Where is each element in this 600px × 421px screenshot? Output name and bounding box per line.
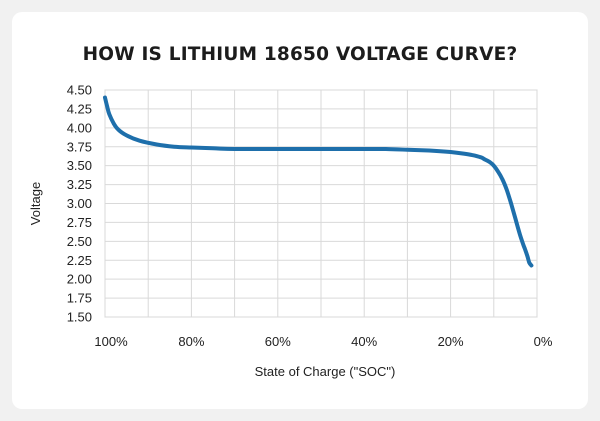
- x-tick-label: 20%: [438, 334, 464, 349]
- x-axis-label: State of Charge ("SOC"): [255, 364, 396, 379]
- x-tick-label: 40%: [351, 334, 377, 349]
- y-tick-label: 1.75: [67, 291, 92, 306]
- y-tick-label: 2.00: [67, 272, 92, 287]
- y-tick-labels: 4.50 4.25 4.00 3.75 3.50 3.25 3.00 2.75 2.50 2.25…: [67, 83, 92, 325]
- grid-lines: [104, 89, 538, 318]
- y-tick-label: 3.50: [67, 158, 92, 173]
- x-tick-label: 60%: [265, 334, 291, 349]
- chart-title: HOW IS LITHIUM 18650 VOLTAGE CURVE?: [82, 44, 518, 65]
- y-tick-label: 2.25: [67, 253, 92, 268]
- voltage-curve-line: [103, 95, 534, 268]
- y-tick-label: 3.25: [67, 177, 92, 192]
- x-tick-label: 100%: [94, 334, 128, 349]
- y-tick-label: 3.75: [67, 139, 92, 154]
- y-tick-label: 4.00: [67, 120, 92, 135]
- y-tick-label: 2.50: [67, 234, 92, 249]
- y-tick-label: 4.25: [67, 101, 92, 116]
- chart-card: HOW IS LITHIUM 18650 VOLTAGE CURVE?: [12, 12, 588, 409]
- y-axis-label: Voltage: [28, 182, 43, 225]
- y-tick-label: 2.75: [67, 215, 92, 230]
- y-tick-label: 1.50: [67, 310, 92, 325]
- y-tick-label: 4.50: [67, 83, 92, 98]
- x-tick-label: 0%: [534, 334, 553, 349]
- y-tick-label: 3.00: [67, 196, 92, 211]
- x-tick-label: 80%: [178, 334, 204, 349]
- x-tick-labels: 100% 80% 60% 40% 20% 0%: [94, 334, 552, 349]
